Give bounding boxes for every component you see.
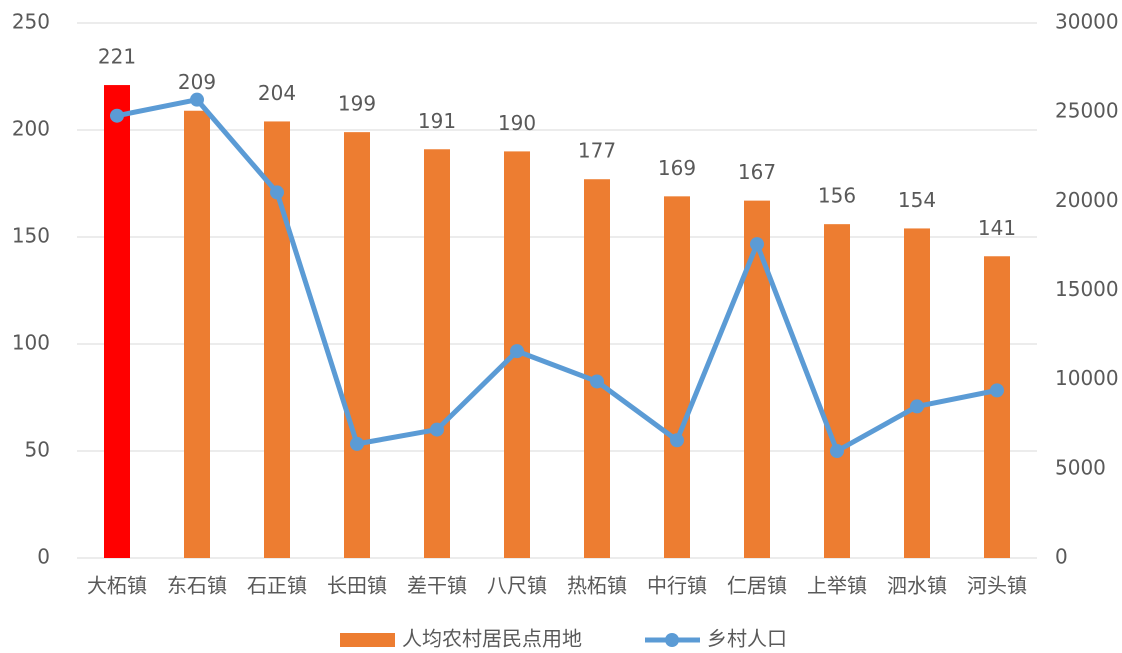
line-marker [590, 374, 604, 389]
line-marker [190, 92, 204, 107]
line-marker [670, 433, 684, 448]
x-tick-label: 差干镇 [407, 574, 467, 598]
legend-label: 人均农村居民点用地 [402, 627, 582, 651]
data-label: 167 [738, 160, 776, 184]
bar [664, 196, 690, 558]
bar [424, 149, 450, 558]
data-label: 156 [818, 184, 856, 208]
bar [904, 228, 930, 558]
x-tick-label: 中行镇 [647, 574, 707, 598]
line-marker [430, 422, 444, 437]
y2-tick-label: 10000 [1055, 366, 1119, 390]
y-tick-label: 150 [12, 224, 50, 248]
data-label: 191 [418, 109, 456, 133]
y2-tick-label: 5000 [1055, 455, 1106, 479]
line-marker [830, 444, 844, 458]
legend-swatch [340, 633, 395, 647]
y-tick-label: 250 [12, 10, 50, 34]
data-label: 169 [658, 156, 696, 180]
data-label: 199 [338, 92, 376, 116]
y2-tick-label: 20000 [1055, 188, 1119, 212]
legend-swatch [665, 633, 679, 647]
x-tick-label: 长田镇 [327, 574, 387, 598]
bar [584, 179, 610, 558]
x-tick-label: 河头镇 [967, 574, 1027, 598]
data-label: 177 [578, 139, 616, 163]
data-label: 204 [258, 81, 296, 105]
data-label: 221 [98, 45, 136, 69]
bar [184, 110, 210, 559]
line-marker [910, 399, 924, 414]
line-marker [990, 383, 1004, 398]
bar [744, 200, 770, 558]
y-tick-label: 0 [37, 545, 50, 569]
y2-tick-label: 15000 [1055, 277, 1119, 301]
bar [104, 85, 130, 558]
x-tick-label: 大柘镇 [87, 574, 147, 598]
x-tick-label: 石正镇 [247, 574, 307, 598]
y2-tick-label: 25000 [1055, 99, 1119, 123]
y2-tick-label: 0 [1055, 545, 1068, 569]
bar [344, 132, 370, 558]
y-tick-label: 50 [25, 438, 50, 462]
x-tick-label: 上举镇 [807, 574, 867, 598]
data-label: 209 [178, 70, 216, 94]
data-label: 190 [498, 111, 536, 135]
legend-label: 乡村人口 [707, 627, 787, 651]
bar [984, 256, 1010, 558]
line [116, 97, 998, 454]
data-label: 154 [898, 188, 936, 212]
data-label: 141 [978, 216, 1016, 240]
y-tick-label: 100 [12, 331, 50, 355]
x-tick-label: 东石镇 [167, 574, 227, 598]
line-marker [350, 436, 364, 451]
y2-tick-label: 30000 [1055, 10, 1119, 34]
line-marker [110, 108, 124, 123]
line-marker [510, 344, 524, 359]
x-tick-label: 热柘镇 [567, 574, 627, 598]
x-tick-label: 仁居镇 [727, 574, 787, 598]
x-tick-label: 八尺镇 [487, 574, 547, 598]
bar [824, 224, 850, 558]
line-marker [750, 237, 764, 252]
line-marker [270, 185, 284, 200]
y-tick-label: 200 [12, 117, 50, 141]
x-tick-label: 泗水镇 [887, 574, 947, 598]
